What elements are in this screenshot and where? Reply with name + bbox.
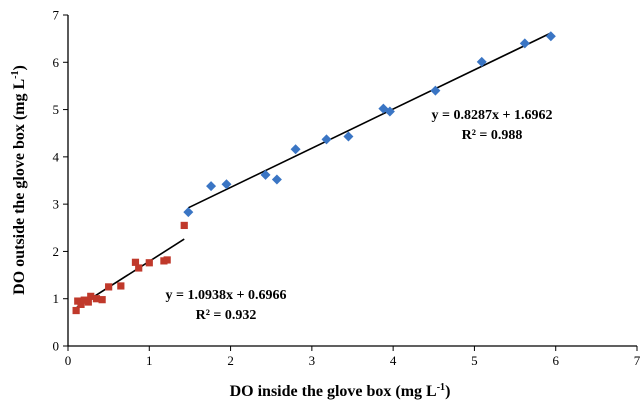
plot-background <box>68 15 637 346</box>
data-point-series-2 <box>545 31 556 42</box>
data-point-series-2 <box>430 85 441 96</box>
data-point-series-2 <box>183 207 194 218</box>
data-point-series-2 <box>384 106 395 117</box>
data-point-series-1 <box>72 306 80 315</box>
r2-label-series-1: R² = 0.932 <box>196 308 257 323</box>
data-point-series-1 <box>163 256 171 264</box>
equation-label-series-1: y = 1.0938x + 0.6966 <box>166 288 287 303</box>
data-point-series-1 <box>135 264 143 272</box>
data-point-series-2 <box>290 144 301 155</box>
x-tick-label: 2 <box>227 353 234 368</box>
data-point-series-2 <box>343 131 354 142</box>
y-axis-title: DO outside the glove box (mg L-1) <box>10 65 28 295</box>
y-tick-label: 0 <box>53 339 60 354</box>
data-point-series-2 <box>519 38 530 49</box>
y-tick-label: 2 <box>53 244 60 259</box>
data-point-series-1 <box>92 295 101 303</box>
data-point-series-1 <box>80 296 88 304</box>
data-point-series-2 <box>476 56 487 67</box>
x-axis-title: DO inside the glove box (mg L-1) <box>230 382 451 400</box>
data-point-series-2 <box>221 179 232 190</box>
data-point-series-1 <box>131 258 140 266</box>
x-tick-label: 1 <box>146 353 153 368</box>
x-tick-label: 0 <box>65 353 72 368</box>
data-point-series-1 <box>180 221 188 230</box>
x-tick-label: 3 <box>309 353 316 368</box>
x-tick-label: 6 <box>552 353 559 368</box>
y-tick-label: 3 <box>53 197 60 212</box>
y-tick-label: 7 <box>53 8 60 23</box>
data-point-series-2 <box>206 181 217 192</box>
data-point-series-1 <box>87 292 95 300</box>
data-point-series-1 <box>117 282 125 290</box>
x-tick-label: 5 <box>471 353 478 368</box>
equation-label-series-2: y = 0.8287x + 1.6962 <box>432 108 553 123</box>
x-tick-label: 4 <box>390 353 397 368</box>
data-point-series-2 <box>321 134 332 145</box>
r2-label-series-2: R² = 0.988 <box>462 128 523 143</box>
data-points <box>72 31 556 315</box>
data-point-series-2 <box>271 174 282 185</box>
trendline-series-2 <box>187 32 552 209</box>
y-tick-label: 1 <box>53 291 60 306</box>
data-point-series-1 <box>84 298 92 306</box>
data-point-series-1 <box>98 296 106 304</box>
y-tick-label: 6 <box>53 55 60 70</box>
data-point-series-1 <box>77 300 85 308</box>
x-tick-label: 7 <box>634 353 641 368</box>
data-point-series-1 <box>105 283 113 291</box>
y-tick-label: 5 <box>53 102 60 117</box>
axis-ticks: 0 1 2 3 4 5 6 7 0 1 2 3 4 5 6 7 <box>53 8 641 369</box>
data-point-series-1 <box>145 259 153 267</box>
data-point-series-2 <box>260 169 271 180</box>
plot-area <box>67 15 637 347</box>
y-tick-label: 4 <box>53 149 60 164</box>
